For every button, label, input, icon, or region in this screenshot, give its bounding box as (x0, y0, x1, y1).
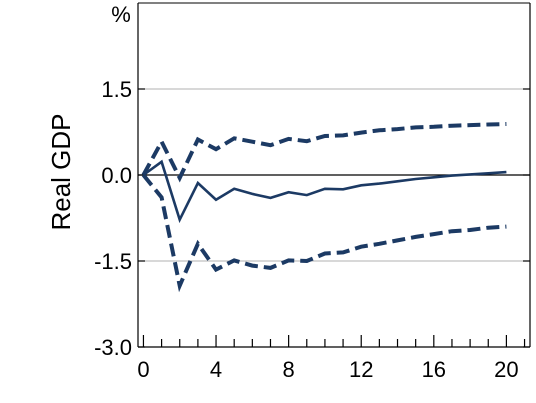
series-lines (141, 122, 507, 293)
x-ticks: 0 4 8 12 16 20 (137, 335, 526, 382)
gridlines (138, 88, 530, 262)
unit-label: % (111, 2, 131, 27)
lower-band-line (141, 173, 507, 293)
y-tick-label: -1.5 (94, 249, 132, 274)
y-ticks: -3.0 -1.5 0.0 1.5 (94, 77, 530, 360)
x-tick-label: 8 (283, 357, 295, 382)
x-tick-label: 12 (349, 357, 373, 382)
y-tick-label: 1.5 (101, 77, 132, 102)
x-tick-label: 4 (210, 357, 222, 382)
x-tick-label: 16 (422, 357, 446, 382)
y-tick-label: 0.0 (101, 163, 132, 188)
response-line (142, 159, 507, 224)
x-tick-label: 20 (494, 357, 518, 382)
x-tick-label: 0 (137, 357, 149, 382)
y-tick-label: -3.0 (94, 335, 132, 360)
y-axis-title: Real GDP (46, 113, 76, 230)
upper-band-line (141, 122, 507, 183)
